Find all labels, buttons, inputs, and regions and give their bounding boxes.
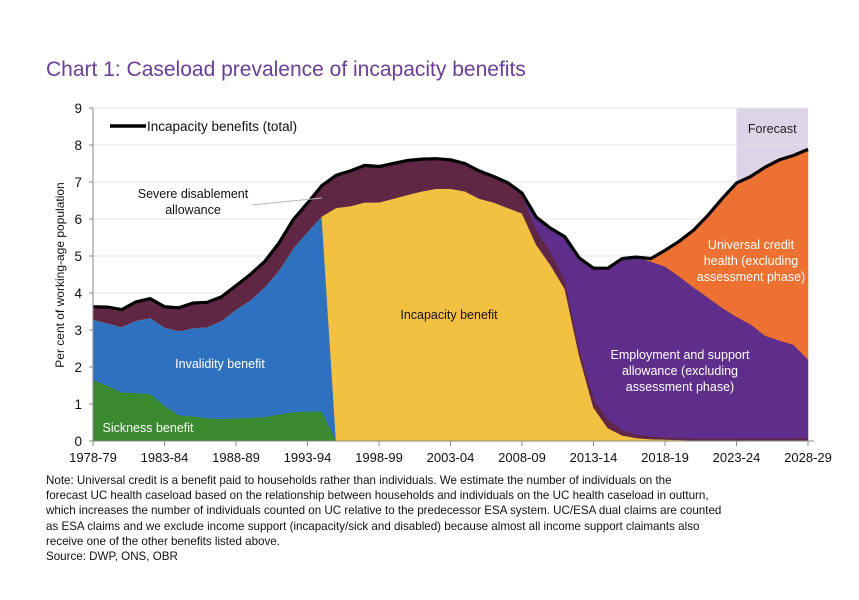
sda-leader-line: [251, 197, 323, 206]
area-label: Invalidity benefit: [175, 357, 265, 371]
x-tick-label: 2003-04: [427, 450, 475, 465]
area-label: Universal credit: [708, 238, 795, 252]
x-tick-label: 1978-79: [69, 450, 117, 465]
x-tick-label: 1988-89: [212, 450, 260, 465]
note-line: Note: Universal credit is a benefit paid…: [46, 474, 672, 487]
x-tick-label: 2018-19: [641, 450, 689, 465]
y-tick-label: 3: [74, 323, 82, 338]
area-label: allowance (excluding: [622, 364, 738, 378]
y-tick-label: 0: [74, 434, 82, 449]
y-tick-label: 6: [74, 212, 82, 227]
x-tick-label: 2013-14: [570, 450, 618, 465]
chart-note: Note: Universal credit is a benefit paid…: [46, 473, 846, 564]
y-axis-label: Per cent of working-age population: [53, 182, 67, 367]
forecast-label: Forecast: [748, 122, 797, 136]
x-tick-label: 2023-24: [713, 450, 761, 465]
note-line: forecast UC health caseload based on the…: [46, 489, 709, 503]
y-tick-label: 1: [74, 397, 82, 412]
source-line: Source: DWP, ONS, OBR: [46, 550, 178, 564]
total-line: [92, 147, 809, 312]
note-line: receive one of the other benefits listed…: [46, 534, 280, 548]
y-tick-label: 5: [74, 249, 82, 264]
note-line: as ESA claims and we exclude income supp…: [46, 519, 700, 533]
area-label: assessment phase): [626, 380, 734, 394]
y-tick-label: 9: [74, 101, 82, 116]
note-line: which increases the number of individual…: [46, 504, 722, 518]
area-label: assessment phase): [697, 270, 805, 284]
chart-title: Chart 1: Caseload prevalence of incapaci…: [46, 58, 526, 81]
x-tick-label: 2008-09: [498, 450, 546, 465]
area-label: Severe disablement: [138, 187, 249, 201]
x-tick-label: 1993-94: [284, 450, 332, 465]
area-label: Incapacity benefit: [400, 308, 498, 322]
x-tick-label: 1998-99: [355, 450, 403, 465]
x-tick-label: 2028-29: [784, 450, 832, 465]
area-label: allowance: [165, 203, 221, 217]
y-tick-label: 7: [74, 175, 82, 190]
y-tick-label: 2: [74, 360, 82, 375]
area-label: health (excluding: [704, 254, 799, 268]
legend-label-total: Incapacity benefits (total): [147, 119, 297, 134]
area-label: Employment and support: [611, 348, 750, 362]
y-tick-label: 8: [74, 138, 82, 153]
x-tick-label: 1983-84: [141, 450, 189, 465]
area-label: Sickness benefit: [102, 421, 194, 435]
y-tick-label: 4: [74, 286, 82, 301]
